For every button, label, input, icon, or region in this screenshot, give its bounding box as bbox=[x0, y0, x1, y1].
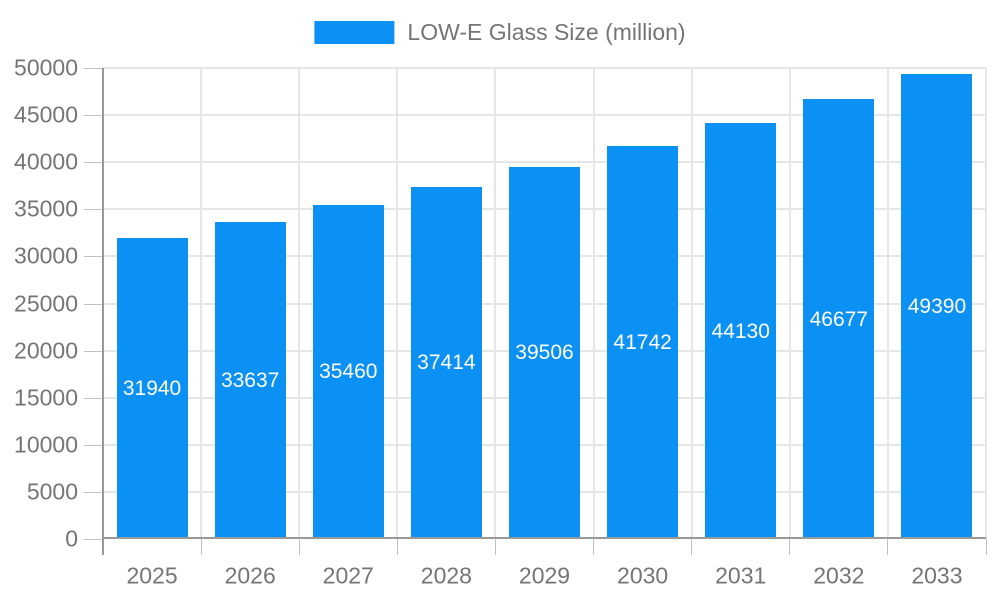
x-tick-label: 2031 bbox=[715, 562, 767, 589]
y-tick-label: 10000 bbox=[14, 431, 78, 458]
x-tick-mark bbox=[494, 539, 496, 555]
legend[interactable]: LOW-E Glass Size (million) bbox=[314, 19, 686, 46]
x-tick-label: 2027 bbox=[322, 562, 374, 589]
v-gridline bbox=[886, 68, 889, 539]
bar-value-label: 41742 bbox=[613, 330, 672, 354]
y-tick-mark bbox=[84, 491, 103, 493]
bar[interactable]: 41742 bbox=[607, 145, 679, 539]
bar-value-label: 33637 bbox=[220, 369, 280, 393]
y-tick-mark bbox=[84, 350, 103, 352]
y-tick-label: 5000 bbox=[26, 478, 78, 505]
v-gridline bbox=[788, 68, 791, 539]
legend-label: LOW-E Glass Size (million) bbox=[407, 19, 686, 45]
h-gridline bbox=[103, 161, 986, 164]
v-gridline bbox=[690, 68, 693, 539]
bar[interactable]: 49390 bbox=[901, 73, 973, 539]
legend-swatch bbox=[314, 21, 395, 44]
x-tick-label: 2033 bbox=[911, 562, 963, 589]
v-gridline bbox=[200, 68, 203, 539]
h-gridline bbox=[103, 67, 986, 69]
v-gridline bbox=[494, 68, 497, 539]
bar[interactable]: 35460 bbox=[312, 204, 384, 539]
v-gridline bbox=[396, 68, 399, 539]
y-tick-mark bbox=[84, 162, 103, 164]
y-tick-mark bbox=[84, 397, 103, 399]
bar-value-label: 39506 bbox=[515, 341, 574, 365]
x-tick-label: 2028 bbox=[420, 562, 472, 589]
x-tick-mark bbox=[298, 539, 300, 555]
x-tick-mark bbox=[593, 539, 595, 555]
h-gridline bbox=[103, 114, 986, 117]
y-tick-label: 20000 bbox=[14, 337, 78, 364]
y-tick-label: 15000 bbox=[14, 384, 78, 411]
y-tick-label: 35000 bbox=[14, 195, 78, 222]
bar-value-label: 37414 bbox=[417, 351, 476, 375]
y-tick-label: 25000 bbox=[14, 290, 78, 316]
bar[interactable]: 44130 bbox=[705, 123, 777, 539]
v-gridline bbox=[298, 68, 301, 539]
bar[interactable]: 33637 bbox=[214, 222, 286, 539]
x-tick-label: 2026 bbox=[224, 562, 276, 589]
v-gridline bbox=[985, 68, 987, 539]
bar-value-label: 31940 bbox=[122, 377, 182, 401]
bar[interactable]: 37414 bbox=[410, 186, 482, 539]
y-tick-label: 50000 bbox=[14, 54, 78, 81]
x-tick-label: 2029 bbox=[518, 562, 571, 589]
x-tick-label: 2025 bbox=[126, 562, 178, 589]
y-tick-mark bbox=[84, 256, 103, 258]
bar[interactable]: 39506 bbox=[509, 166, 580, 539]
y-tick-mark bbox=[84, 209, 103, 211]
bar[interactable]: 46677 bbox=[803, 99, 875, 539]
bar-value-label: 49390 bbox=[907, 294, 967, 318]
bar-value-label: 35460 bbox=[319, 360, 378, 384]
x-tick-mark bbox=[887, 539, 889, 555]
y-tick-mark bbox=[84, 539, 103, 540]
y-tick-label: 40000 bbox=[14, 148, 78, 175]
bar-value-label: 46677 bbox=[809, 307, 869, 331]
x-axis-line bbox=[103, 537, 986, 539]
y-tick-label: 30000 bbox=[14, 242, 78, 269]
y-axis-line bbox=[102, 68, 104, 555]
y-tick-label: 0 bbox=[65, 525, 78, 552]
bar[interactable]: 31940 bbox=[116, 238, 188, 539]
x-tick-mark bbox=[691, 539, 693, 555]
y-tick-mark bbox=[84, 303, 103, 305]
y-tick-mark bbox=[84, 115, 103, 117]
v-gridline bbox=[592, 68, 595, 539]
x-tick-label: 2032 bbox=[813, 562, 865, 589]
x-tick-mark bbox=[200, 539, 202, 555]
x-tick-mark bbox=[985, 539, 987, 555]
bar-value-label: 44130 bbox=[711, 319, 770, 343]
x-tick-mark bbox=[789, 539, 791, 555]
x-tick-mark bbox=[396, 539, 398, 555]
x-tick-label: 2030 bbox=[617, 562, 669, 589]
y-tick-label: 45000 bbox=[14, 101, 78, 128]
y-tick-mark bbox=[84, 68, 103, 69]
y-tick-mark bbox=[84, 444, 103, 446]
